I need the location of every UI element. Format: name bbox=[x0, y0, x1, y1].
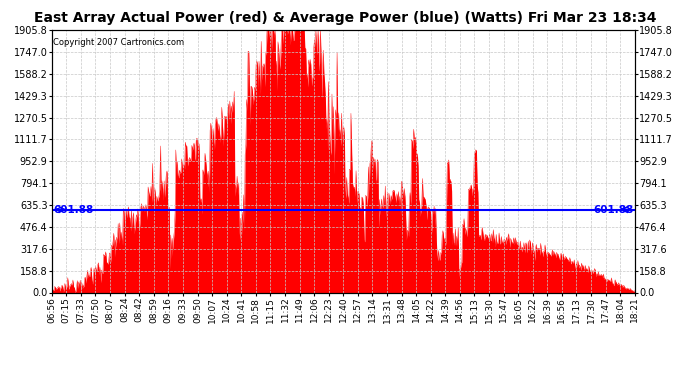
Text: 601.88: 601.88 bbox=[593, 205, 633, 214]
Text: 601.88: 601.88 bbox=[53, 205, 93, 214]
Text: Copyright 2007 Cartronics.com: Copyright 2007 Cartronics.com bbox=[53, 38, 184, 47]
Text: East Array Actual Power (red) & Average Power (blue) (Watts) Fri Mar 23 18:34: East Array Actual Power (red) & Average … bbox=[34, 11, 656, 25]
